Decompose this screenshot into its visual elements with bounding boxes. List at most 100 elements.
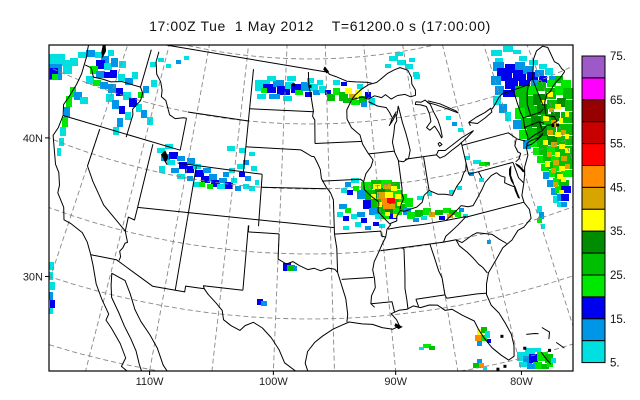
echo-cell (543, 116, 549, 121)
echo-cell (385, 192, 393, 199)
echo-cell (557, 202, 563, 207)
echo-cell (193, 182, 199, 187)
echo-cell (169, 152, 178, 159)
echo-cell (397, 60, 406, 65)
island-dot (523, 346, 527, 350)
echo-cell (531, 116, 542, 127)
map-border-line (155, 51, 187, 120)
echo-cell (565, 148, 570, 153)
echo-cell (551, 168, 556, 173)
map-border-line (512, 162, 524, 183)
echo-cell (385, 212, 390, 216)
echo-cell (369, 98, 375, 105)
echo-cell (273, 80, 284, 87)
echo-cell (50, 282, 55, 290)
echo-cell (129, 98, 137, 107)
colorbar-tick-label: 15. (610, 314, 626, 326)
map-border-line (174, 217, 189, 291)
echo-cell (209, 174, 217, 181)
echo-cell (561, 112, 573, 123)
colorbar-box (581, 318, 606, 342)
echo-cell (333, 80, 340, 85)
echo-cell (419, 347, 424, 350)
lon-tick-label: 80W (510, 376, 533, 388)
echo-cell (355, 90, 362, 97)
echo-cell (539, 76, 547, 83)
echo-cell (423, 208, 431, 215)
echo-cell (185, 166, 194, 173)
echo-cell (283, 96, 292, 101)
echo-cell (49, 308, 53, 314)
echo-cell (63, 60, 72, 74)
echo-cell (531, 80, 540, 89)
map-border-line (332, 200, 335, 235)
echo-cell (503, 90, 512, 97)
echo-cell (108, 84, 116, 93)
map-border-line (468, 161, 514, 175)
echo-cell (177, 156, 185, 161)
echo-cell (479, 178, 484, 182)
map-border-line (435, 130, 474, 159)
map-border-line (389, 163, 467, 225)
echo-cell (409, 58, 415, 62)
echo-cell (62, 117, 68, 127)
echo-cell (369, 208, 378, 215)
echo-cell (493, 62, 504, 71)
echo-cell (132, 72, 138, 79)
echo-cell (481, 327, 487, 333)
island-dot (551, 124, 555, 128)
map-border-line (277, 233, 280, 260)
echo-cell (327, 94, 335, 101)
echo-cell (547, 180, 553, 187)
lon-tick-label: 90W (384, 376, 407, 388)
echo-cell (555, 86, 564, 95)
water-body (101, 45, 107, 59)
map-border-line (527, 71, 566, 141)
echo-cell (553, 160, 559, 165)
echo-cell (565, 134, 569, 139)
echo-cell (561, 194, 569, 201)
echo-cell (111, 58, 118, 67)
map-border-line (242, 225, 249, 291)
echo-cell (66, 96, 72, 107)
echo-cell (49, 292, 53, 300)
echo-cell (397, 202, 402, 206)
echo-cell (96, 71, 105, 78)
echo-cell (86, 76, 94, 84)
echo-cell (243, 184, 249, 189)
echo-cell (219, 178, 227, 183)
axis-ticks (45, 137, 522, 375)
echo-cell (547, 100, 558, 109)
grid-parallel (49, 206, 573, 255)
echo-cell (543, 154, 552, 161)
colorbar-box (581, 208, 606, 232)
map-border-line (387, 216, 467, 230)
map-border-line (62, 115, 181, 151)
grid-parallel (49, 136, 573, 190)
echo-cell (525, 106, 538, 117)
echo-cell (345, 182, 351, 187)
map-border-line (415, 294, 446, 300)
echo-cell (90, 66, 98, 74)
echo-cell (361, 182, 372, 191)
echo-cell (555, 146, 573, 155)
map-border-line (277, 258, 338, 273)
echo-cell (285, 82, 294, 89)
echo-cell (381, 214, 389, 219)
echo-cell (269, 94, 280, 99)
map-border-line (429, 244, 448, 299)
echo-cell (235, 186, 241, 191)
echo-cell (158, 58, 164, 62)
echo-cell (341, 188, 347, 193)
echo-cell (405, 64, 413, 69)
echo-cell (339, 92, 348, 101)
map-border-line (526, 333, 539, 335)
echo-cell (341, 82, 347, 86)
map-border-line (242, 69, 254, 173)
echo-cell (473, 160, 481, 164)
colorbar-box (581, 77, 606, 101)
echo-cell (435, 210, 443, 215)
echo-cell (313, 90, 320, 95)
echo-cell (118, 74, 125, 81)
